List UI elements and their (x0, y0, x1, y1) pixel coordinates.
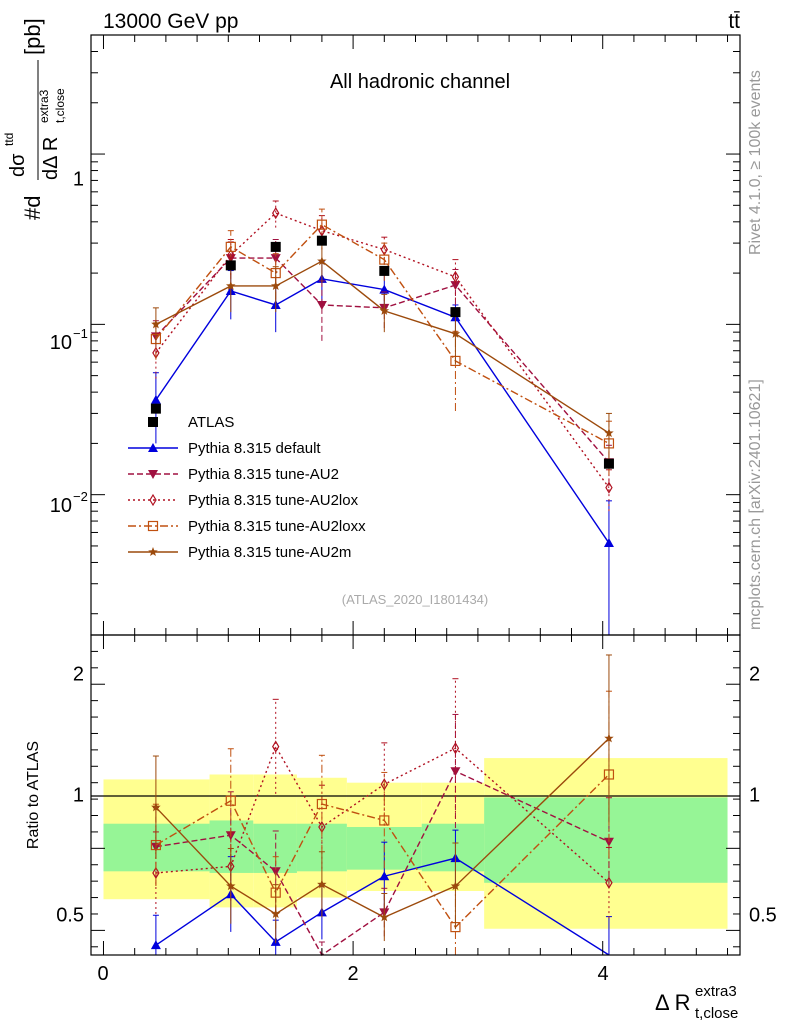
x-axis-title-sup: extra3 (695, 983, 737, 1000)
process-label: tt̄ (728, 10, 740, 33)
legend-label-2: Pythia 8.315 tune-AU2lox (188, 492, 359, 509)
x-tick-label-4: 4 (597, 963, 608, 985)
x-axis-title-sub: t,close (695, 1005, 738, 1022)
legend-marker-4 (148, 547, 158, 556)
data-point (270, 241, 281, 252)
y-axis-title-numerator: dσ (7, 153, 29, 177)
ratio-marker-4 (151, 802, 161, 812)
ratio-marker-4 (604, 733, 614, 743)
energy-label: 13000 GeV pp (103, 10, 238, 33)
x-tick-label-2: 2 (347, 963, 358, 985)
ratio-marker-4 (450, 881, 461, 891)
ratio-marker-2 (605, 876, 613, 889)
legend-label-1: Pythia 8.315 tune-AU2 (188, 466, 339, 483)
legend-label-0: Pythia 8.315 default (188, 440, 321, 457)
y-axis-title-denominator-sup: extra3 (37, 89, 51, 123)
data-point (225, 260, 236, 271)
data-point (316, 235, 327, 246)
series-marker-1 (450, 281, 461, 291)
ratio-marker-0 (379, 871, 390, 881)
series-marker-2 (272, 206, 280, 220)
x-axis-title-main: Δ R (655, 990, 690, 1015)
y-axis-title: #d dσ ttd dΔ R t,close extra3 [pb] (2, 18, 67, 220)
series-marker-4 (271, 281, 281, 290)
series-marker-0 (603, 538, 614, 548)
ratio-marker-4 (317, 879, 327, 889)
series-line-2 (155, 212, 610, 489)
y-axis-title-denominator-sub: t,close (53, 88, 67, 123)
ratio-marker-4 (271, 909, 281, 918)
legend-marker-3 (147, 520, 159, 532)
main-panel-series (150, 200, 615, 635)
series-marker-3 (316, 219, 327, 230)
series-marker-4 (151, 319, 161, 329)
legend-marker-atlas (148, 417, 158, 427)
y-axis-title-unit: [pb] (20, 18, 45, 55)
main-panel-ticks (91, 34, 740, 635)
ratio-marker-1 (270, 867, 281, 877)
y-axis-title-denominator: dΔ R (40, 137, 62, 180)
ratio-tick-0.5-right: 0.5 (749, 904, 777, 926)
y-tick-label-0.1-exp: −1 (73, 326, 88, 341)
data-point (150, 403, 161, 414)
y-tick-label-0.01: 10 −2 (50, 489, 88, 517)
ratio-marker-0 (150, 940, 161, 950)
ratio-panel-series (150, 654, 615, 957)
ratio-marker-1 (603, 837, 614, 847)
series-marker-4 (317, 256, 327, 266)
series-marker-4 (604, 428, 614, 438)
data-point (379, 265, 390, 276)
ratio-marker-3 (379, 815, 390, 826)
legend-label-4: Pythia 8.315 tune-AU2m (188, 544, 351, 561)
y-tick-label-1: 1 (73, 168, 84, 190)
y-tick-label-0.01-base: 10 (50, 495, 72, 517)
y-tick-label-0.1-base: 10 (50, 332, 72, 354)
y-tick-label-0.1: 10 −1 (50, 326, 88, 354)
data-point (450, 307, 461, 318)
ratio-tick-2-right: 2 (749, 663, 760, 685)
ratio-marker-2 (380, 778, 388, 791)
x-axis-title: Δ R extra3 t,close (655, 983, 738, 1022)
series-marker-0 (150, 394, 161, 404)
analysis-tag: (ATLAS_2020_I1801434) (342, 592, 488, 607)
legend-marker-0 (148, 443, 158, 452)
ratio-marker-2 (272, 740, 280, 753)
ratio-tick-1-left: 1 (73, 784, 84, 806)
ratio-tick-2-left: 2 (73, 663, 84, 685)
y-axis-title-numerator-sup: ttd (2, 133, 16, 146)
series-marker-1 (270, 254, 281, 264)
legend-marker-1 (148, 470, 158, 479)
rivet-label: Rivet 4.1.0, ≥ 100k events (747, 70, 764, 255)
series-marker-2 (451, 270, 460, 284)
ratio-marker-4 (226, 881, 236, 891)
series-marker-3 (379, 254, 390, 265)
series-line-3 (155, 223, 610, 445)
series-marker-3 (225, 241, 236, 252)
legend-label-atlas: ATLAS (188, 414, 234, 431)
series-marker-0 (379, 284, 390, 294)
chart-title: All hadronic channel (330, 71, 510, 93)
legend-marker-2 (149, 493, 157, 507)
series-marker-4 (450, 328, 461, 338)
source-label: mcplots.cern.ch [arXiv:2401.10621] (747, 379, 764, 630)
ratio-axis-title: Ratio to ATLAS (25, 741, 42, 849)
ratio-marker-4 (379, 912, 390, 922)
ratio-panel-ticks (91, 635, 740, 955)
ratio-marker-3 (225, 795, 236, 806)
series-marker-1 (316, 300, 327, 310)
ratio-tick-1-right: 1 (749, 784, 760, 806)
data-point (603, 458, 614, 469)
series-marker-4 (226, 281, 236, 290)
ratio-tick-0.5-left: 0.5 (56, 904, 84, 926)
ratio-marker-3 (316, 798, 327, 810)
legend-label-3: Pythia 8.315 tune-AU2loxx (188, 518, 366, 535)
x-tick-label-0: 0 (97, 963, 108, 985)
ratio-marker-2 (451, 742, 460, 755)
legend: ATLAS Pythia 8.315 default Pythia 8.315 tu… (128, 414, 366, 561)
series-marker-4 (379, 305, 390, 315)
y-tick-label-0.01-exp: −2 (73, 489, 88, 504)
series-marker-2 (605, 481, 613, 494)
y-axis-title-prefix: #d (20, 196, 45, 220)
